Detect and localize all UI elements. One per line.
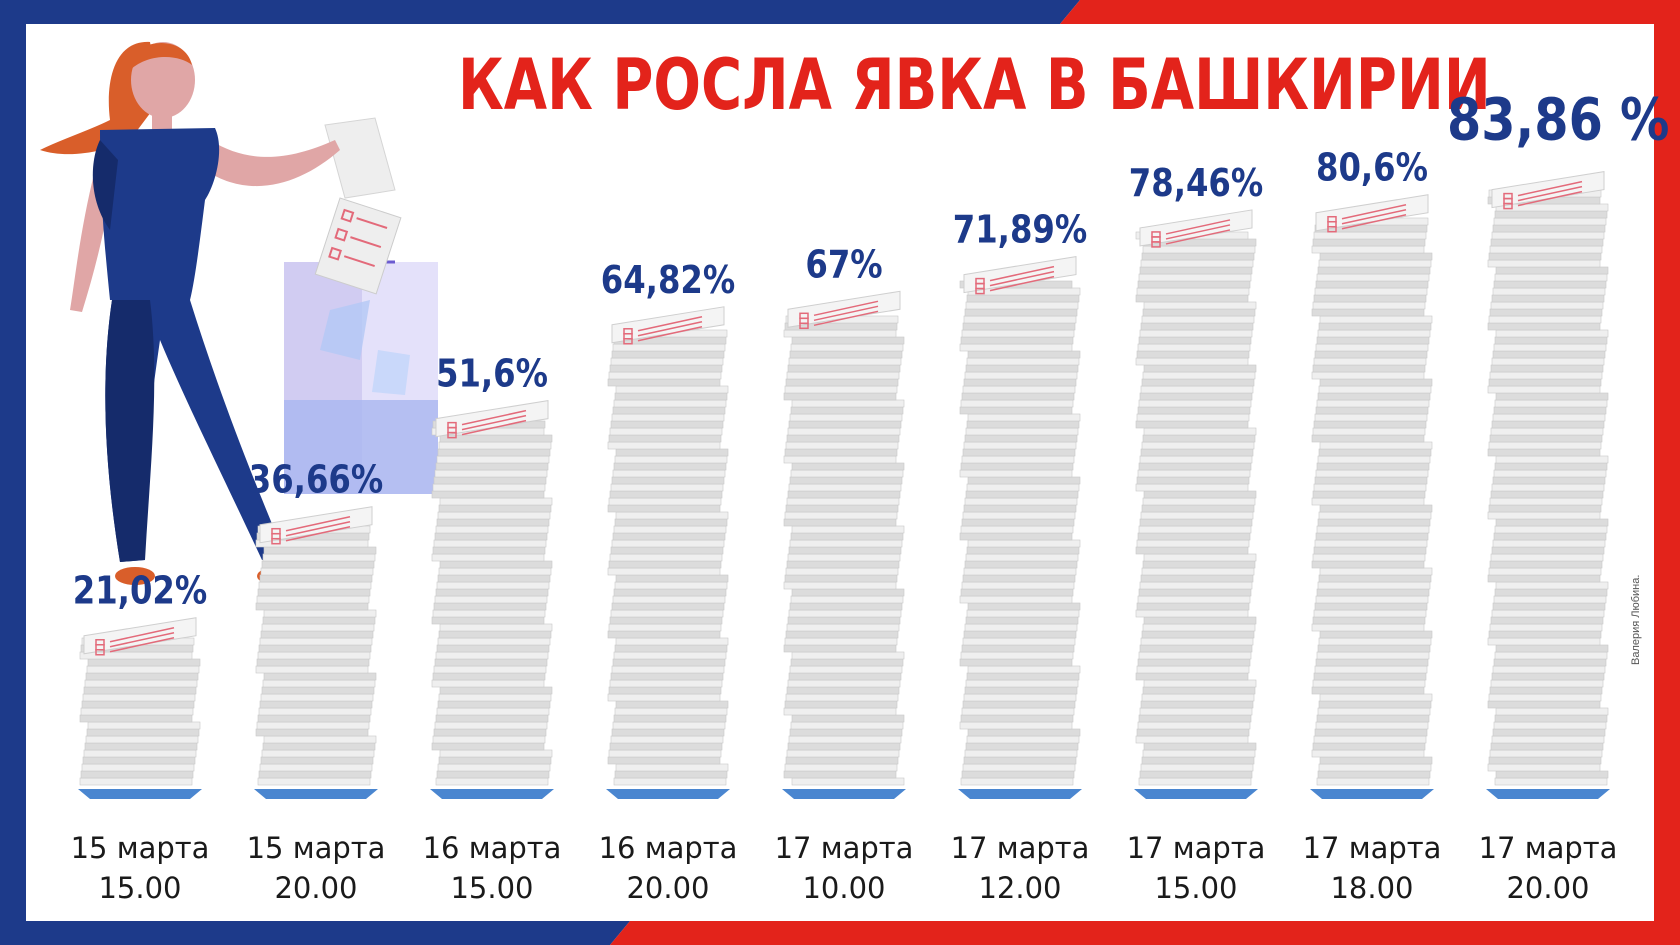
value-label: 71,89%: [953, 208, 1087, 252]
bar-stack: [782, 290, 906, 799]
stack-base: [254, 789, 378, 799]
bar-stack: [1134, 209, 1258, 799]
stack-base: [1134, 789, 1258, 799]
page-title: КАК РОСЛА ЯВКА В БАШКИРИИ: [458, 44, 1491, 126]
value-label: 67%: [805, 243, 882, 287]
category-label-date: 17 марта: [775, 831, 914, 865]
category-label-time: 15.00: [450, 871, 533, 905]
category-label-date: 15 марта: [71, 831, 210, 865]
category-label-time: 20.00: [1506, 871, 1589, 905]
stack-base: [430, 789, 554, 799]
value-label: 78,46%: [1129, 161, 1263, 205]
category-label-time: 15.00: [98, 871, 181, 905]
value-label: 21,02%: [73, 569, 207, 613]
category-label-time: 10.00: [802, 871, 885, 905]
woman-figure: [40, 41, 340, 585]
value-label: 83,86 %: [1447, 86, 1669, 154]
author-credit: Валерия Любина.: [1630, 574, 1642, 665]
stack-base: [606, 789, 730, 799]
bar-stack: [1310, 194, 1434, 799]
stack-base: [1486, 789, 1610, 799]
category-label-date: 17 марта: [1479, 831, 1618, 865]
bar-stack: [430, 400, 554, 799]
ballot-box-icon: [284, 260, 438, 494]
bar-stack: [78, 617, 202, 799]
bar-stack: [606, 306, 730, 799]
category-label-date: 17 марта: [1303, 831, 1442, 865]
bar-stack: [958, 255, 1082, 799]
stack-base: [78, 789, 202, 799]
category-label-time: 15.00: [1154, 871, 1237, 905]
value-label: 80,6%: [1316, 146, 1428, 190]
stack-base: [782, 789, 906, 799]
bar-stack: [1486, 171, 1610, 799]
category-label-date: 17 марта: [951, 831, 1090, 865]
category-label-time: 12.00: [978, 871, 1061, 905]
category-label-date: 16 марта: [599, 831, 738, 865]
bar-stack: [254, 506, 378, 799]
category-label-date: 17 марта: [1127, 831, 1266, 865]
category-label-time: 20.00: [274, 871, 357, 905]
value-label: 36,66%: [249, 458, 383, 502]
category-label-date: 16 марта: [423, 831, 562, 865]
stack-base: [958, 789, 1082, 799]
value-label: 64,82%: [601, 258, 735, 302]
value-label: 51,6%: [436, 352, 548, 396]
category-label-time: 20.00: [626, 871, 709, 905]
category-label-time: 18.00: [1330, 871, 1413, 905]
paper-icon: [324, 117, 396, 199]
ballot-icon: [314, 197, 402, 295]
voter-illustration: [40, 41, 438, 585]
category-label-date: 15 марта: [247, 831, 386, 865]
stack-base: [1310, 789, 1434, 799]
